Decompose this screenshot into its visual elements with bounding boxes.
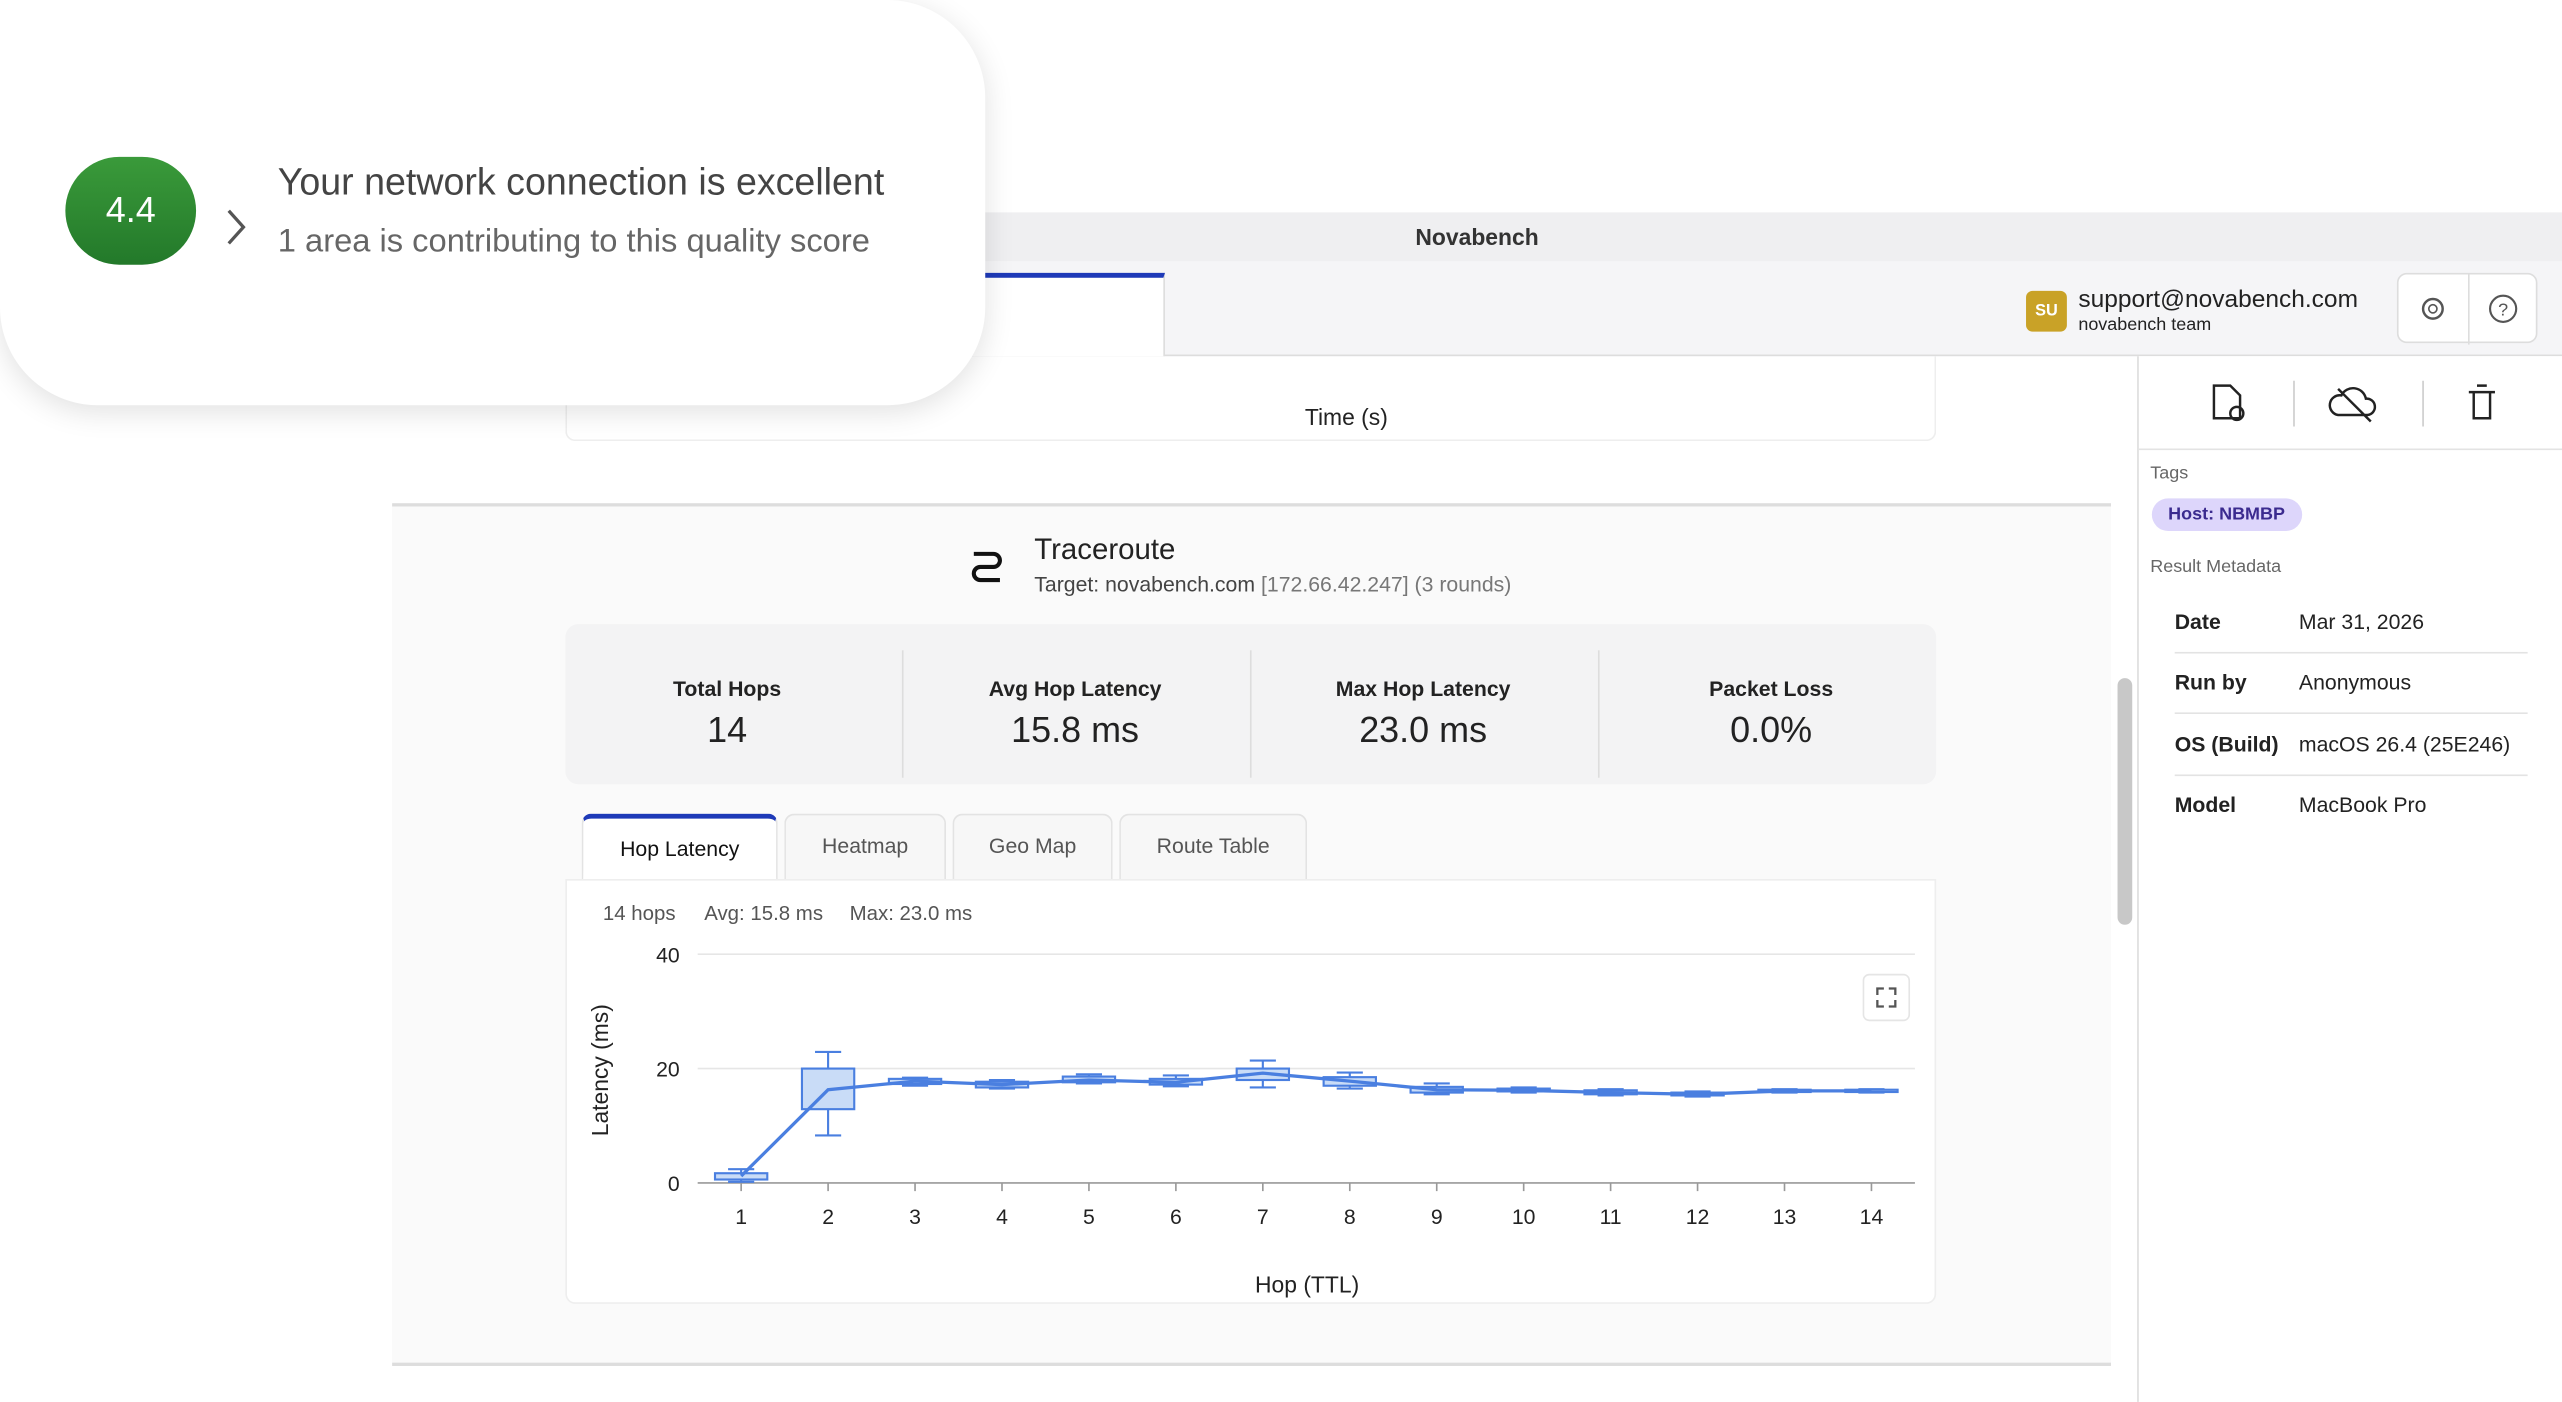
stat-divider — [1597, 650, 1599, 778]
traceroute-icon — [971, 551, 1002, 583]
metadata-value: Mar 31, 2026 — [2298, 609, 2425, 634]
x-tick-label: 3 — [909, 1205, 921, 1229]
mean-line — [739, 1071, 1872, 1178]
summary-item: Avg: 15.8 ms — [704, 901, 824, 925]
chart-tab[interactable]: Hop Latency — [581, 813, 778, 880]
stat-value: 0.0% — [1730, 709, 1813, 750]
chart-tab[interactable]: Geo Map — [952, 813, 1113, 880]
x-tick-label: 5 — [1083, 1205, 1095, 1229]
x-tick-label: 12 — [1686, 1205, 1710, 1229]
stat-divider — [1249, 650, 1251, 778]
chevron[interactable] — [222, 206, 255, 248]
icons: ? — [2421, 274, 2518, 345]
metadata-key: Model — [2174, 792, 2237, 817]
settings-icon[interactable] — [2421, 297, 2444, 320]
metadata-key: OS (Build) — [2174, 731, 2279, 756]
target: Target: novabench.com [172.66.42.247] (3… — [1034, 572, 1511, 597]
x-tick-label: 2 — [822, 1205, 834, 1229]
stat-value: 14 — [707, 709, 748, 750]
x-tick-label: 6 — [1170, 1205, 1182, 1229]
sidebar-actions — [2138, 380, 2562, 591]
x-tick-label: 8 — [1344, 1205, 1356, 1229]
metadata-separator — [2174, 712, 2528, 715]
x-axis-label: Time (s) — [1304, 403, 1388, 430]
popup-title: Your network connection is excellent — [277, 160, 885, 203]
stat-value: 15.8 ms — [1011, 709, 1140, 750]
metadata-value: Anonymous — [2298, 670, 2412, 695]
target-host: Target: novabench.com — [1034, 571, 1256, 597]
x-tick-label: 1 — [735, 1205, 747, 1229]
stat-value: 23.0 ms — [1359, 709, 1488, 750]
help-icon[interactable] — [2489, 294, 2518, 323]
x-tick-label: 11 — [1600, 1205, 1622, 1229]
x-tick-label: 13 — [1773, 1205, 1797, 1229]
summary-item: 14 hops — [602, 901, 676, 925]
fullscreen-button[interactable] — [1862, 973, 1911, 1022]
x-tick-label: 9 — [1431, 1205, 1443, 1229]
box — [713, 1172, 769, 1181]
y-axis-title: Latency (ms) — [587, 1004, 613, 1136]
rounds: (3 rounds) — [1414, 571, 1512, 597]
cloud-off-icon[interactable] — [2328, 386, 2377, 423]
stat-divider — [901, 650, 903, 778]
y-tick-label: 20 — [656, 1058, 680, 1082]
metadata-key: Date — [2174, 609, 2221, 634]
metadata-value: MacBook Pro — [2298, 792, 2427, 817]
user-email[interactable]: support@novabench.com — [2078, 285, 2358, 314]
summary-item: Max: 23.0 ms — [849, 901, 973, 925]
chart-tab[interactable]: Heatmap — [784, 813, 947, 880]
tags-heading: Tags — [2150, 464, 2189, 484]
chart-tab[interactable]: Route Table — [1119, 813, 1308, 880]
svg-text:?: ? — [2498, 299, 2508, 319]
stat-label: Avg Hop Latency — [988, 676, 1162, 701]
stat-label: Max Hop Latency — [1335, 676, 1511, 701]
x-tick-label: 4 — [996, 1205, 1008, 1229]
toolbar-buttons: ? — [2396, 272, 2538, 345]
avatar[interactable]: SU — [2026, 290, 2067, 332]
metadata-separator — [2174, 651, 2528, 654]
stat-label: Total Hops — [673, 676, 782, 701]
y-tick-label: 0 — [668, 1172, 680, 1196]
new-file-icon[interactable] — [2212, 384, 2242, 420]
metadata-key: Run by — [2174, 670, 2247, 695]
stat-label: Packet Loss — [1709, 676, 1834, 701]
y-tick-label: 40 — [656, 943, 680, 967]
metadata-heading: Result Metadata — [2150, 557, 2282, 577]
delete-icon[interactable] — [2468, 384, 2495, 420]
metadata-value: macOS 26.4 (25E246) — [2298, 731, 2511, 756]
tag[interactable]: Host: NBMBP — [2151, 498, 2302, 532]
active-window-tab[interactable] — [964, 272, 1165, 357]
user-team: novabench team — [2078, 315, 2212, 335]
popup-subtitle: 1 area is contributing to this quality s… — [277, 223, 870, 260]
x-tick-label: 14 — [1860, 1205, 1884, 1229]
score-badge: 4.4 — [65, 156, 197, 265]
metadata-separator — [2174, 773, 2528, 776]
x-axis-title: Hop (TTL) — [1255, 1271, 1359, 1297]
scrollbar[interactable] — [2117, 678, 2133, 925]
target-ip: [172.66.42.247] — [1260, 571, 1409, 597]
x-tick-label: 7 — [1257, 1205, 1269, 1229]
x-tick-label: 10 — [1512, 1205, 1536, 1229]
section-title: Traceroute — [1034, 532, 1176, 566]
window-title: Novabench — [1415, 223, 1539, 250]
